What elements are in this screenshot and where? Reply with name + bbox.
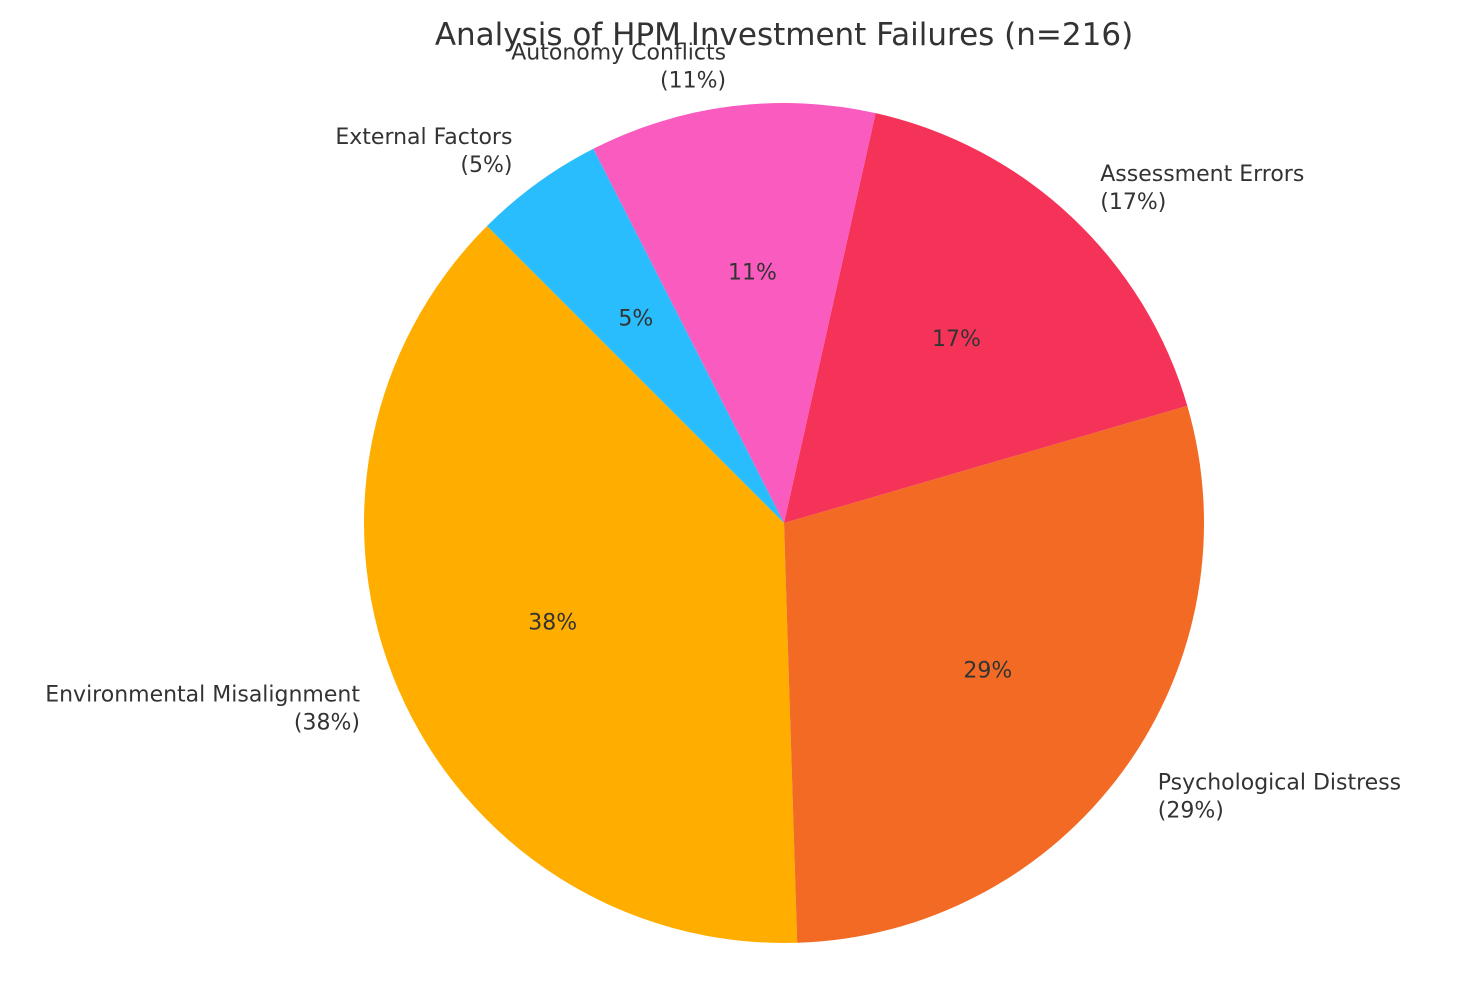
slice-category-percent: (29%): [1158, 799, 1224, 824]
slice-percent-label: 5%: [618, 307, 653, 332]
pie-slice-psychological-distress: [784, 405, 1205, 943]
slice-percent-label: 38%: [528, 611, 577, 636]
slice-category-percent: (5%): [460, 153, 512, 178]
slice-category-label: External Factors: [335, 125, 512, 150]
pie-slice-autonomy-conflicts: [593, 102, 876, 523]
slice-category-label: Psychological Distress: [1158, 771, 1401, 796]
pie-slices: [363, 102, 1205, 944]
chart-title: Analysis of HPM Investment Failures (n=2…: [435, 17, 1133, 53]
pie-slice-external-factors: [487, 148, 784, 523]
pie-labels: 38% Environmental Misalignment (38%) 29% Psy…: [45, 41, 1401, 824]
slice-category-label: Environmental Misalignment: [45, 682, 360, 707]
slice-percent-label: 11%: [728, 260, 777, 285]
slice-percent-label: 17%: [932, 327, 981, 352]
slice-category-label: Autonomy Conflicts: [511, 41, 726, 66]
slice-percent-label: 29%: [963, 659, 1012, 684]
slice-category-percent: (38%): [294, 710, 360, 735]
pie-slice-environmental-misalignment: [363, 226, 798, 944]
pie-slice-assessment-errors: [784, 113, 1188, 523]
slice-category-percent: (11%): [660, 69, 726, 94]
slice-category-label: Assessment Errors: [1100, 162, 1304, 187]
slice-category-percent: (17%): [1100, 190, 1166, 215]
